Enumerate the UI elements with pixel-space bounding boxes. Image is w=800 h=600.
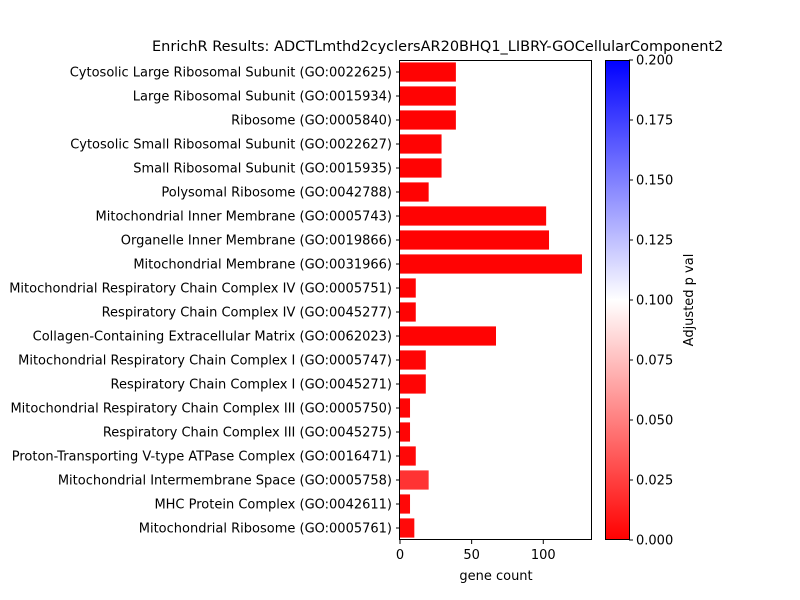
category-label: Cytosolic Small Ribosomal Subunit (GO:00… [70, 138, 392, 153]
bar [400, 374, 426, 394]
bar [400, 518, 415, 538]
colorbar-gradient [605, 60, 629, 540]
category-label: Respiratory Chain Complex IV (GO:0045277… [102, 306, 392, 321]
category-label: MHC Protein Complex (GO:0042611) [154, 498, 392, 513]
bars-layer [400, 62, 582, 538]
plot-frame [399, 60, 592, 540]
colorbar-tick-label: 0.075 [636, 354, 673, 369]
colorbar-tick-label: 0.100 [636, 294, 673, 309]
x-tick-label: 100 [531, 548, 556, 563]
category-label: Small Ribosomal Subunit (GO:0015935) [133, 162, 392, 177]
bar [400, 86, 456, 106]
bar [400, 302, 416, 322]
category-label: Collagen-Containing Extracellular Matrix… [33, 330, 392, 345]
category-label: Proton-Transporting V-type ATPase Comple… [12, 450, 392, 465]
bar [400, 470, 429, 490]
x-axis-label: gene count [459, 569, 532, 584]
x-tick-label: 50 [463, 548, 480, 563]
colorbar-tick-label: 0.200 [636, 54, 673, 69]
category-label: Cytosolic Large Ribosomal Subunit (GO:00… [70, 66, 392, 81]
bar [400, 350, 426, 370]
category-label: Mitochondrial Inner Membrane (GO:0005743… [96, 210, 392, 225]
category-label: Mitochondrial Respiratory Chain Complex … [9, 282, 392, 297]
bar [400, 182, 429, 202]
colorbar-label: Adjusted p val [682, 254, 697, 347]
category-label: Large Ribosomal Subunit (GO:0015934) [133, 90, 392, 105]
bar [400, 494, 411, 514]
bar [400, 206, 547, 226]
category-label: Polysomal Ribosome (GO:0042788) [161, 186, 392, 201]
x-tick-label: 0 [396, 548, 404, 563]
bar [400, 278, 416, 298]
bar [400, 158, 442, 178]
category-label: Mitochondrial Respiratory Chain Complex … [18, 354, 392, 369]
category-label: Ribosome (GO:0005840) [231, 114, 392, 129]
bar [400, 398, 411, 418]
category-label: Mitochondrial Respiratory Chain Complex … [10, 402, 392, 417]
colorbar-tick-label: 0.125 [636, 234, 673, 249]
bar [400, 254, 582, 274]
chart-title: EnrichR Results: ADCTLmthd2cyclersAR20BH… [152, 39, 723, 55]
bar [400, 326, 496, 346]
category-label: Mitochondrial Intermembrane Space (GO:00… [58, 474, 392, 489]
colorbar: 0.000 0.025 0.050 0.075 0.100 0.125 0.150 0.175… [605, 54, 673, 549]
category-label: Respiratory Chain Complex I (GO:0045271) [111, 378, 393, 393]
category-labels: Cytosolic Large Ribosomal Subunit (GO:00… [9, 66, 400, 537]
bar [400, 446, 416, 466]
colorbar-tick-label: 0.000 [636, 534, 673, 549]
colorbar-tick-label: 0.050 [636, 414, 673, 429]
bar [400, 230, 550, 250]
bar [400, 134, 442, 154]
colorbar-tick-label: 0.175 [636, 114, 673, 129]
colorbar-tick-label: 0.025 [636, 474, 673, 489]
x-axis: 0 50 100 [396, 540, 556, 563]
bar [400, 422, 411, 442]
category-label: Mitochondrial Ribosome (GO:0005761) [139, 522, 392, 537]
category-label: Mitochondrial Membrane (GO:0031966) [133, 258, 392, 273]
category-label: Respiratory Chain Complex III (GO:004527… [103, 426, 392, 441]
bar [400, 110, 456, 130]
colorbar-tick-label: 0.150 [636, 174, 673, 189]
bar [400, 62, 456, 82]
category-label: Organelle Inner Membrane (GO:0019866) [121, 234, 392, 249]
